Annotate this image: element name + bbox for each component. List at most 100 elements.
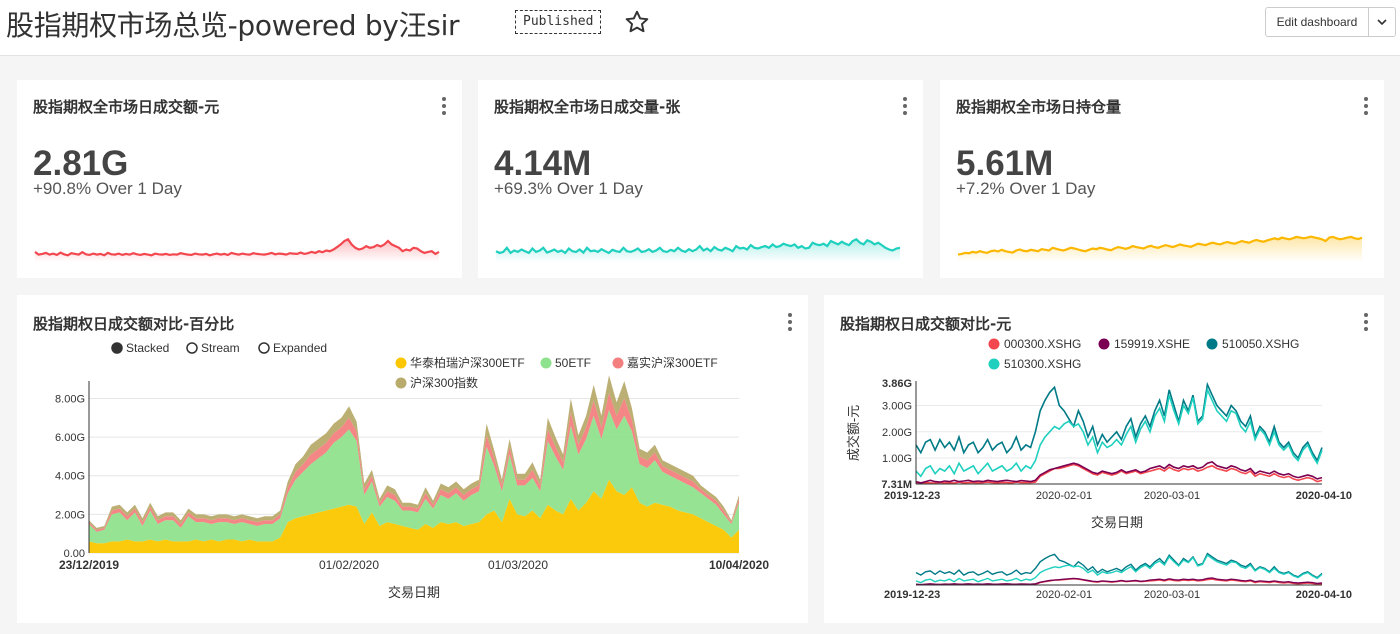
edit-dashboard-button[interactable]: Edit dashboard [1265, 7, 1396, 37]
kpi-title: 股指期权全市场日持仓量 [956, 98, 1122, 116]
y-tick-label: 3.86G [882, 378, 912, 390]
edit-dashboard-label: Edit dashboard [1276, 15, 1358, 29]
area-chart: Stacked Stream Expanded 华泰柏瑞沪深300ETF 50ETF 嘉实… [55, 341, 769, 600]
legend-swatch [1098, 338, 1110, 350]
x-tick-label: 2020-02-01 [1036, 490, 1092, 502]
kpi-change: +7.2% Over 1 Day [956, 179, 1096, 198]
line-series [915, 461, 1323, 484]
mode-label: Stream [201, 341, 240, 355]
status-badge[interactable]: Published [515, 10, 602, 34]
legend-label: 159919.XSHE [1114, 337, 1190, 351]
brush-tick-label: 2020-04-10 [1296, 589, 1352, 601]
line-series [915, 381, 1323, 463]
sparkline-area [496, 239, 900, 262]
more-options-icon[interactable] [1359, 97, 1373, 115]
legend-item[interactable]: 嘉实沪深300ETF [612, 355, 718, 370]
y-tick-label: 0.00 [64, 548, 85, 560]
brush-tick-label: 2020-03-01 [1144, 589, 1200, 601]
legend-swatch [988, 338, 1000, 350]
y-tick-label: 8.00G [55, 393, 85, 405]
x-tick-label: 01/03/2020 [488, 558, 548, 572]
kpi-sparkline [957, 235, 1363, 262]
legend-item[interactable]: 沪深300指数 [395, 375, 479, 390]
x-tick-label: 23/12/2019 [59, 558, 119, 572]
legend-label: 沪深300指数 [410, 375, 478, 390]
y-tick-label: 2.00G [882, 427, 912, 439]
star-icon[interactable] [624, 9, 650, 35]
mode-label: Stacked [126, 341, 169, 355]
brush-tick-label: 2020-02-01 [1036, 589, 1092, 601]
sparkline-series [34, 237, 440, 257]
chart-title: 股指期权日成交额对比-元 [840, 315, 1012, 333]
chart-title: 股指期权日成交额对比-百分比 [33, 315, 235, 333]
brush-series [915, 552, 1323, 579]
kpi-value: 2.81G [33, 144, 129, 183]
dashboard-header: 股指期权市场总览-powered by汪sir Published Edit d… [0, 0, 1400, 56]
y-tick-label: 4.00G [55, 471, 85, 483]
legend-swatch [612, 357, 624, 369]
line-chart: 000300.XSHG 159919.XSHE 510050.XSHG 510300.… [846, 337, 1352, 601]
line-series [915, 463, 1323, 485]
radio-icon [258, 342, 270, 354]
mode-label: Expanded [273, 341, 327, 355]
y-tick-label: 1.00G [882, 453, 912, 465]
mode-radio-expanded[interactable]: Expanded [258, 341, 327, 355]
line-chart-card: 股指期权日成交额对比-元 000300.XSHG 159919.XSHE 51005… [824, 295, 1384, 623]
kpi-sparkline [34, 237, 440, 262]
x-tick-label: 2020-04-10 [1296, 490, 1352, 502]
line-series [915, 387, 1323, 478]
more-options-icon[interactable] [783, 313, 797, 331]
x-tick-label: 2019-12-23 [884, 490, 940, 502]
x-tick-label: 10/04/2020 [709, 558, 769, 572]
more-options-icon[interactable] [437, 97, 451, 115]
sparkline-area [958, 236, 1362, 262]
radio-icon [111, 342, 123, 354]
dashboard-title: 股指期权市场总览-powered by汪sir [6, 9, 460, 42]
legend-item[interactable]: 50ETF [540, 356, 592, 370]
y-tick-label: 7.31M [881, 479, 912, 491]
brush-series [915, 577, 1323, 586]
legend-item[interactable]: 510300.XSHG [988, 357, 1082, 371]
legend-swatch [1206, 338, 1218, 350]
brush-series [915, 554, 1323, 584]
x-tick-label: 2020-03-01 [1144, 490, 1200, 502]
x-tick-label: 01/02/2020 [319, 558, 379, 572]
kpi-card-open-interest: 股指期权全市场日持仓量 5.61M +7.2% Over 1 Day [940, 80, 1384, 278]
more-options-icon[interactable] [898, 97, 912, 115]
kpi-card-volume: 股指期权全市场日成交量-张 4.14M +69.3% Over 1 Day [478, 80, 923, 278]
legend-label: 510050.XSHG [1222, 337, 1299, 351]
kpi-title: 股指期权全市场日成交量-张 [494, 98, 681, 116]
kpi-title: 股指期权全市场日成交额-元 [33, 98, 220, 116]
brush-tick-label: 2019-12-23 [884, 589, 940, 601]
legend-swatch [988, 358, 1000, 370]
sparkline-area [35, 239, 439, 262]
kpi-card-turnover: 股指期权全市场日成交额-元 2.81G +90.8% Over 1 Day [17, 80, 462, 278]
legend-label: 000300.XSHG [1004, 337, 1081, 351]
legend-swatch [395, 357, 407, 369]
kpi-change: +69.3% Over 1 Day [494, 179, 643, 198]
mode-radio-stacked[interactable]: Stacked [111, 341, 169, 355]
legend-item[interactable]: 159919.XSHE [1098, 337, 1191, 351]
sparkline-series [957, 235, 1363, 256]
legend-item[interactable]: 华泰柏瑞沪深300ETF [395, 355, 525, 370]
sparkline-series [495, 237, 901, 255]
y-tick-label: 2.00G [55, 509, 85, 521]
legend-item[interactable]: 510050.XSHG [1206, 337, 1300, 351]
y-tick-label: 6.00G [55, 432, 85, 444]
kpi-change: +90.8% Over 1 Day [33, 179, 182, 198]
y-axis-label: 成交额-元 [846, 405, 861, 461]
area-chart-card: 股指期权日成交额对比-百分比 Stacked Stream Expanded 华泰柏瑞… [17, 295, 808, 623]
legend-label: 50ETF [555, 356, 591, 370]
legend-swatch [540, 357, 552, 369]
chevron-down-icon[interactable] [1369, 8, 1395, 36]
legend-label: 嘉实沪深300ETF [627, 355, 718, 370]
more-options-icon[interactable] [1359, 313, 1373, 331]
kpi-sparkline [495, 237, 901, 262]
x-axis-label: 交易日期 [1091, 515, 1143, 530]
mode-radio-stream[interactable]: Stream [186, 341, 240, 355]
radio-icon [186, 342, 198, 354]
legend-item[interactable]: 000300.XSHG [988, 337, 1082, 351]
x-axis-label: 交易日期 [388, 585, 440, 600]
area-series [89, 410, 739, 544]
legend-label: 华泰柏瑞沪深300ETF [410, 355, 525, 370]
